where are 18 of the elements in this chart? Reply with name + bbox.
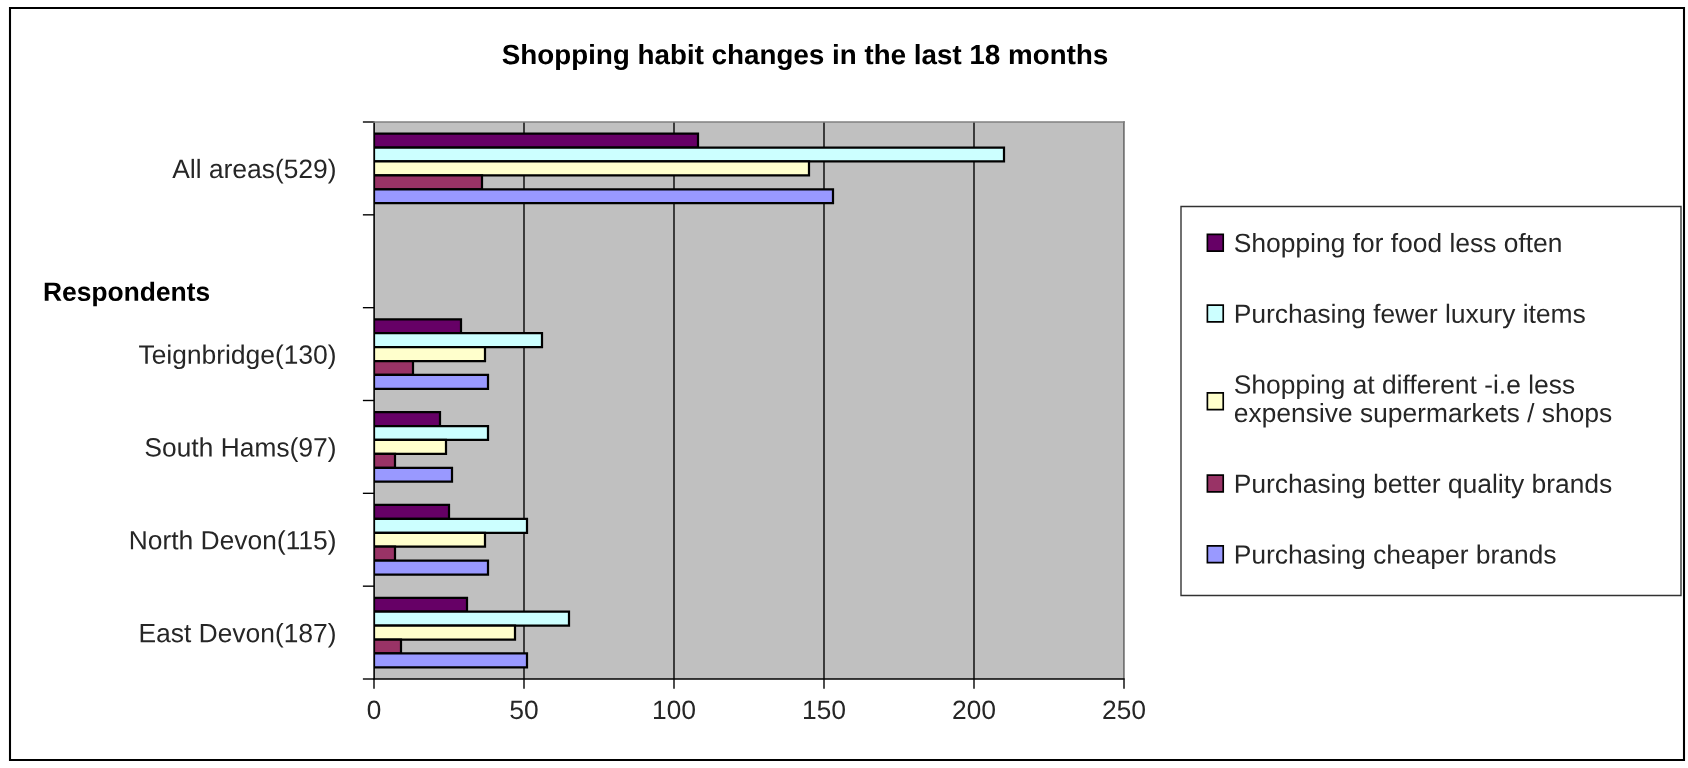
x-tick-label: 250 [1103, 700, 1145, 720]
x-tick-label: 100 [654, 700, 695, 720]
x-tick-label: 0 [367, 700, 381, 720]
legend-label: Purchasing cheaper brands [1235, 544, 1556, 570]
y-tick-label: North Devon(115) [130, 530, 335, 555]
y-tick-label: Teignbridge(130) [139, 344, 335, 370]
x-tick-label: 200 [953, 700, 995, 720]
y-tick-label: South Hams(97) [145, 437, 335, 462]
y-tick-label: East Devon(187) [140, 623, 335, 648]
legend-label: Purchasing better quality brands [1235, 473, 1612, 499]
y-axis-title: Respondents [44, 281, 210, 307]
x-tick-label: 50 [510, 700, 538, 720]
x-tick-label: 150 [804, 700, 845, 720]
legend-label: Shopping for food less often [1234, 232, 1561, 258]
y-tick-label: All areas(529) [172, 158, 335, 184]
chart-title: Shopping habit changes in the last 18 months [502, 43, 1108, 71]
legend-label: Shopping at different -i.e less expensive supermarkets / shops [1234, 374, 1612, 428]
legend-label: Purchasing fewer luxury items [1235, 303, 1585, 329]
